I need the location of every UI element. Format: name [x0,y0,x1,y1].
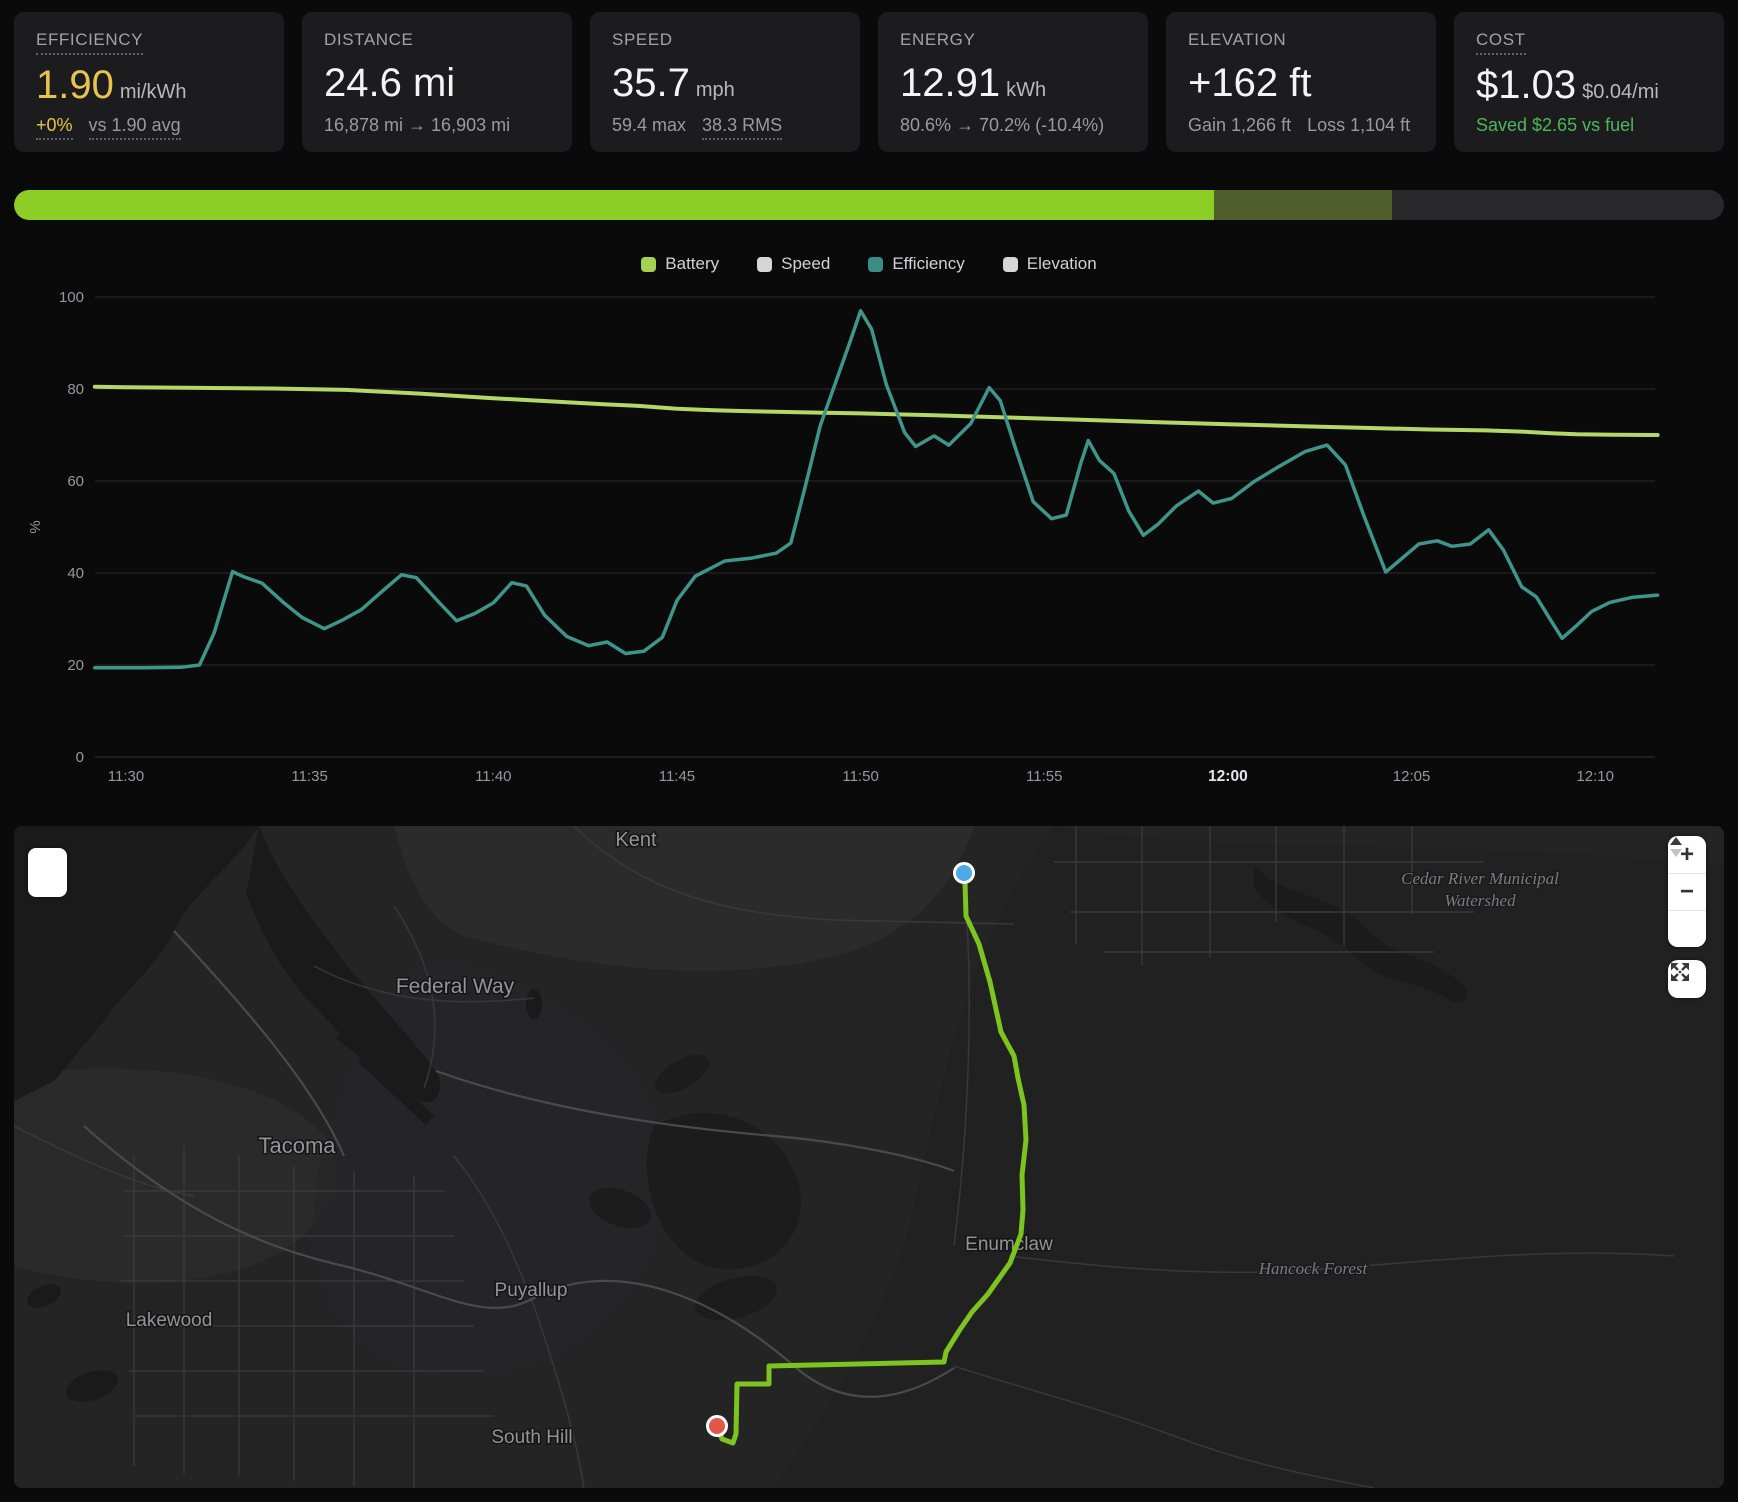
stat-cards-row: EFFICIENCY 1.90 mi/kWh +0% vs 1.90 avg DIS… [14,12,1724,152]
map-label: Kent [615,829,657,851]
card-cost-sub: Saved $2.65 vs fuel [1476,115,1635,135]
card-elevation: ELEVATION +162 ft Gain 1,266 ft Loss 1,10… [1166,12,1436,152]
svg-text:%: % [27,520,44,533]
legend-item-efficiency[interactable]: Efficiency [868,254,965,274]
svg-text:40: 40 [67,565,84,582]
battery-swatch-icon [641,256,657,272]
map-zoom-controls: + − [1668,836,1706,947]
svg-text:100: 100 [59,289,84,306]
map-label: Hancock Forest [1258,1259,1369,1278]
fullscreen-icon [1671,963,1689,981]
pitch-toggle-button[interactable] [1668,837,1706,947]
card-energy-value: 12.91 kWh [900,60,1047,105]
map-label: South Hill [491,1427,572,1448]
card-cost: COST $1.03 $0.04/mi Saved $2.65 vs fuel [1454,12,1724,152]
card-energy-sub: 80.6% → 70.2% (-10.4%) [900,115,1105,135]
card-efficiency-label[interactable]: EFFICIENCY [36,30,144,55]
efficiency-swatch-icon [868,256,884,272]
card-cost-value: $1.03 $0.04/mi [1476,63,1659,107]
trip-chart: 0 20 40 60 80 100% 11:30 11:35 11:40 11:45 11:50 11… [27,289,1660,785]
card-efficiency: EFFICIENCY 1.90 mi/kWh +0% vs 1.90 avg [14,12,284,152]
svg-text:11:50: 11:50 [842,768,878,785]
map-labels: Kent Federal Way Tacoma Puyallup Lakewood Sou… [124,828,1560,1450]
route-map[interactable]: Kent Federal Way Tacoma Puyallup Lakewood Sou… [14,826,1724,1488]
legend-label: Elevation [1026,254,1097,273]
card-elevation-label: ELEVATION [1188,30,1287,49]
svg-text:12:10: 12:10 [1576,768,1614,785]
map-water [14,826,1468,1402]
svg-text:80: 80 [67,381,84,398]
pitch-arrows-icon [1670,837,1682,857]
map-label: Puyallup [495,1280,568,1301]
battery-bar-used [1214,190,1393,220]
battery-bar-current [14,190,1215,220]
speed-rms-value[interactable]: 38.3 RMS [702,115,783,140]
card-efficiency-value: 1.90 mi/kWh [36,63,187,107]
card-speed-label: SPEED [612,30,673,49]
card-energy-label: ENERGY [900,30,976,49]
elevation-swatch-icon [1002,256,1018,272]
map-label: Cedar River Municipal [1401,869,1559,888]
legend-item-elevation[interactable]: Elevation [1002,254,1097,274]
card-distance: DISTANCE 24.6 mi 16,878 mi → 16,903 mi [302,12,572,152]
map-canvas: Kent Federal Way Tacoma Puyallup Lakewood Sou… [14,826,1724,1488]
route-markers [706,862,975,1437]
map-label: Enumclaw [965,1234,1053,1255]
legend-item-speed[interactable]: Speed [757,254,830,274]
card-speed-sub: 59.4 max 38.3 RMS [612,115,838,140]
card-elevation-sub: Gain 1,266 ft Loss 1,104 ft [1188,115,1411,135]
speed-swatch-icon [757,256,773,272]
card-cost-label[interactable]: COST [1476,30,1526,55]
map-highways [83,930,955,1398]
svg-text:12:05: 12:05 [1393,768,1431,785]
map-style-toggle-button[interactable] [28,848,67,897]
series-efficiency [93,309,1660,670]
card-speed-value: 35.7 mph [612,60,735,105]
svg-text:11:35: 11:35 [291,768,327,785]
zoom-out-button[interactable]: − [1668,873,1706,910]
series-battery [92,384,1660,437]
svg-text:12:00: 12:00 [1208,768,1248,785]
map-label: Lakewood [126,1310,213,1331]
card-distance-value: 24.6 mi [324,60,456,105]
card-speed: SPEED 35.7 mph 59.4 max 38.3 RMS [590,12,860,152]
battery-progress-bar [14,190,1724,220]
svg-text:20: 20 [67,657,84,674]
svg-text:11:45: 11:45 [659,768,695,785]
svg-text:11:40: 11:40 [475,768,511,785]
svg-text:11:30: 11:30 [108,768,144,785]
chart-legend: Battery Speed Efficiency Elevation [0,254,1738,274]
svg-text:60: 60 [67,473,84,490]
legend-item-battery[interactable]: Battery [641,254,719,274]
legend-label: Battery [665,254,720,273]
svg-text:0: 0 [76,749,84,766]
card-distance-sub: 16,878 mi → 16,903 mi [324,115,511,135]
map-forest [589,1054,802,1321]
card-energy: ENERGY 12.91 kWh 80.6% → 70.2% (-10.4%) [878,12,1148,152]
route-trace [715,879,1029,1446]
map-roads [14,826,1675,1488]
card-elevation-value: +162 ft [1188,60,1312,105]
svg-text:11:55: 11:55 [1026,768,1062,785]
map-label: Watershed [1444,891,1516,910]
card-efficiency-sub[interactable]: +0% vs 1.90 avg [36,115,262,140]
legend-label: Speed [781,254,831,273]
map-label: Tacoma [258,1133,336,1158]
end-marker [706,1415,728,1437]
card-distance-label: DISTANCE [324,30,414,49]
start-marker [953,862,975,884]
map-label: Federal Way [396,975,515,998]
fullscreen-button[interactable] [1668,960,1706,998]
legend-label: Efficiency [892,254,965,273]
